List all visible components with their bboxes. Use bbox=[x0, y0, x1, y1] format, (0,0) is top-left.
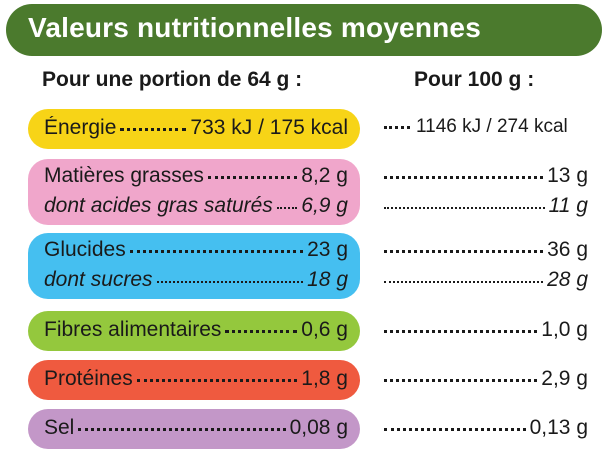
row-energie-portion: Énergie 733 kJ / 175 kcal bbox=[44, 116, 348, 140]
row-value-per100: 1,0 g bbox=[541, 318, 588, 341]
row-value-per100: 11 g bbox=[548, 194, 588, 217]
leader-dots bbox=[384, 176, 544, 179]
row-acides-gras-satures-portion: dont acides gras saturés 6,9 g bbox=[44, 194, 348, 218]
row-label: dont acides gras saturés bbox=[44, 194, 273, 217]
row-sel-portion: Sel 0,08 g bbox=[44, 416, 348, 440]
leader-dots bbox=[136, 379, 298, 382]
row-value-per100: 36 g bbox=[547, 238, 588, 261]
row-value-portion: 0,08 g bbox=[289, 416, 348, 439]
leader-dots bbox=[384, 330, 538, 333]
row-label: Sel bbox=[44, 416, 75, 439]
glucides-pill bbox=[28, 233, 360, 299]
column-header-per-100g: Pour 100 g : bbox=[414, 68, 535, 91]
row-label: Énergie bbox=[44, 116, 117, 139]
row-value-per100: 13 g bbox=[547, 164, 588, 187]
leader-dots bbox=[384, 250, 544, 253]
leader-dots bbox=[384, 428, 526, 431]
leader-dots bbox=[276, 207, 298, 209]
row-sucres-portion: dont sucres 18 g bbox=[44, 268, 348, 292]
row-value-per100: 1146 kJ / 274 kcal bbox=[416, 116, 568, 137]
title-banner: Valeurs nutritionnelles moyennes bbox=[6, 4, 602, 56]
leader-dots bbox=[384, 379, 538, 382]
row-value-per100: 28 g bbox=[547, 268, 588, 291]
row-value-portion: 18 g bbox=[307, 268, 348, 291]
row-label: Protéines bbox=[44, 367, 133, 390]
row-glucides-portion: Glucides 23 g bbox=[44, 238, 348, 262]
row-value-portion: 23 g bbox=[307, 238, 348, 261]
row-fibres-per100: 1,0 g bbox=[384, 318, 588, 342]
row-sel-per100: 0,13 g bbox=[384, 416, 588, 440]
row-label: Fibres alimentaires bbox=[44, 318, 222, 341]
row-acides-gras-satures-per100: 11 g bbox=[384, 194, 588, 218]
row-value-portion: 733 kJ / 175 kcal bbox=[190, 116, 348, 139]
leader-dots bbox=[78, 428, 286, 431]
row-matieres-grasses-per100: 13 g bbox=[384, 164, 588, 188]
row-sucres-per100: 28 g bbox=[384, 268, 588, 292]
row-value-per100: 0,13 g bbox=[529, 416, 588, 439]
row-proteines-per100: 2,9 g bbox=[384, 367, 588, 391]
fibres-pill bbox=[28, 311, 360, 351]
row-label: Glucides bbox=[44, 238, 126, 261]
energie-pill bbox=[28, 109, 360, 149]
row-value-portion: 0,6 g bbox=[301, 318, 348, 341]
row-energie-per100: 1146 kJ / 274 kcal bbox=[384, 116, 588, 138]
row-label: dont sucres bbox=[44, 268, 153, 291]
row-fibres-portion: Fibres alimentaires 0,6 g bbox=[44, 318, 348, 342]
row-value-portion: 6,9 g bbox=[301, 194, 348, 217]
matieres-grasses-pill bbox=[28, 159, 360, 225]
row-matieres-grasses-portion: Matières grasses 8,2 g bbox=[44, 164, 348, 188]
leader-dots bbox=[384, 281, 544, 283]
row-label: Matières grasses bbox=[44, 164, 204, 187]
page-title: Valeurs nutritionnelles moyennes bbox=[28, 12, 481, 43]
leader-dots bbox=[156, 281, 304, 283]
row-glucides-per100: 36 g bbox=[384, 238, 588, 262]
row-value-portion: 8,2 g bbox=[301, 164, 348, 187]
leader-dots bbox=[129, 250, 304, 253]
leader-dots bbox=[207, 176, 298, 179]
column-header-portion: Pour une portion de 64 g : bbox=[42, 68, 303, 91]
row-value-portion: 1,8 g bbox=[301, 367, 348, 390]
row-proteines-portion: Protéines 1,8 g bbox=[44, 367, 348, 391]
leader-dots bbox=[384, 207, 545, 209]
leader-dots bbox=[120, 128, 187, 131]
row-value-per100: 2,9 g bbox=[541, 367, 588, 390]
leader-dots bbox=[384, 126, 410, 129]
leader-dots bbox=[225, 330, 298, 333]
